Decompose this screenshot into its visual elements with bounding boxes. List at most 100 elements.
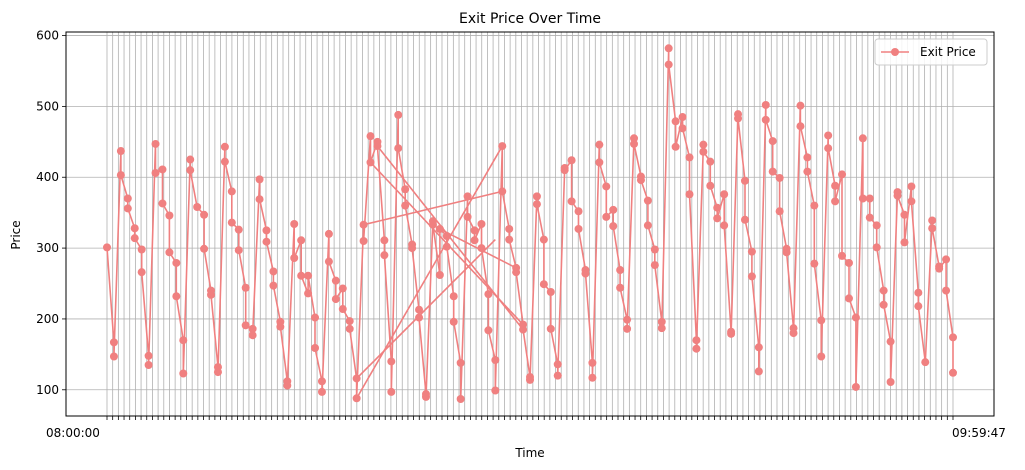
data-point: [907, 182, 916, 191]
data-point: [775, 207, 784, 216]
data-point: [602, 182, 611, 191]
data-point: [900, 210, 909, 219]
data-point: [269, 267, 278, 276]
data-point: [421, 392, 430, 401]
plot-frame: [65, 31, 995, 417]
data-point: [664, 60, 673, 69]
data-point: [699, 140, 708, 149]
data-point: [532, 192, 541, 201]
data-point: [401, 185, 410, 194]
data-point: [678, 113, 687, 122]
data-point: [775, 173, 784, 182]
y-tick-label: 200: [36, 312, 59, 326]
data-point: [352, 374, 361, 383]
data-point: [740, 176, 749, 185]
data-point: [671, 142, 680, 151]
data-point: [942, 255, 951, 264]
data-point: [227, 187, 236, 196]
y-tick-label: 300: [36, 241, 59, 255]
data-point: [262, 237, 271, 246]
data-point: [949, 333, 957, 342]
data-point: [144, 351, 153, 360]
data-point: [623, 324, 632, 333]
data-point: [734, 114, 743, 123]
data-point: [442, 242, 451, 251]
data-point: [713, 203, 722, 212]
data-point: [186, 155, 195, 164]
data-point: [838, 251, 847, 260]
data-point: [103, 243, 111, 252]
data-point: [435, 224, 444, 233]
data-point: [151, 139, 160, 148]
data-point: [456, 394, 465, 403]
data-point: [616, 283, 625, 292]
data-point: [747, 272, 756, 281]
data-point: [858, 134, 867, 143]
x-tick-label-last: 09:59:47: [952, 426, 1006, 440]
data-point: [588, 373, 597, 382]
data-point: [470, 236, 479, 245]
data-point: [491, 386, 500, 395]
data-point: [116, 147, 125, 156]
data-point: [200, 244, 209, 253]
data-point: [227, 218, 236, 227]
data-point: [109, 352, 118, 361]
data-point: [144, 360, 153, 369]
series-segment: [355, 145, 503, 399]
data-point: [505, 235, 514, 244]
data-point: [345, 324, 354, 333]
data-point: [928, 224, 937, 233]
data-point: [331, 276, 340, 285]
data-point: [463, 192, 472, 201]
data-point: [380, 251, 389, 260]
data-point: [408, 244, 417, 253]
data-point: [567, 156, 576, 165]
data-point: [317, 377, 326, 386]
data-point: [470, 226, 479, 235]
data-point: [567, 197, 576, 206]
data-point: [394, 144, 403, 153]
data-point: [172, 292, 181, 301]
data-point: [636, 176, 645, 185]
data-point: [907, 197, 916, 206]
data-point: [442, 232, 451, 241]
y-ticks: 100 200 300 400 500 600: [36, 29, 66, 397]
data-point: [782, 248, 791, 257]
data-point: [935, 264, 944, 273]
data-point: [172, 258, 181, 267]
legend: Exit Price: [874, 38, 988, 66]
data-point: [352, 394, 361, 403]
data-point: [387, 387, 396, 396]
data-point: [789, 329, 798, 338]
data-point: [699, 147, 708, 156]
series-segment: [356, 239, 496, 380]
data-point: [810, 259, 819, 268]
data-point: [643, 196, 652, 205]
data-point: [116, 171, 125, 180]
data-point: [581, 269, 590, 278]
data-point: [338, 305, 347, 314]
data-point: [768, 167, 777, 176]
data-point: [123, 204, 132, 213]
data-point: [359, 220, 368, 229]
data-point: [803, 167, 812, 176]
data-point: [234, 246, 243, 255]
data-point: [255, 195, 264, 204]
data-point: [477, 220, 486, 228]
data-point: [220, 142, 229, 151]
data-point: [304, 271, 313, 280]
data-point: [158, 165, 167, 174]
data-point: [331, 295, 340, 304]
data-point: [526, 375, 534, 384]
data-point: [220, 157, 229, 166]
data-point: [623, 315, 632, 324]
data-point: [200, 210, 209, 219]
data-point: [872, 221, 881, 230]
data-point: [817, 316, 826, 325]
data-point: [401, 201, 410, 210]
legend-entry-exit-price: Exit Price: [920, 45, 976, 59]
data-point: [595, 158, 604, 167]
chart-title: Exit Price Over Time: [459, 11, 601, 27]
data-point: [671, 117, 680, 126]
data-point: [297, 236, 306, 245]
